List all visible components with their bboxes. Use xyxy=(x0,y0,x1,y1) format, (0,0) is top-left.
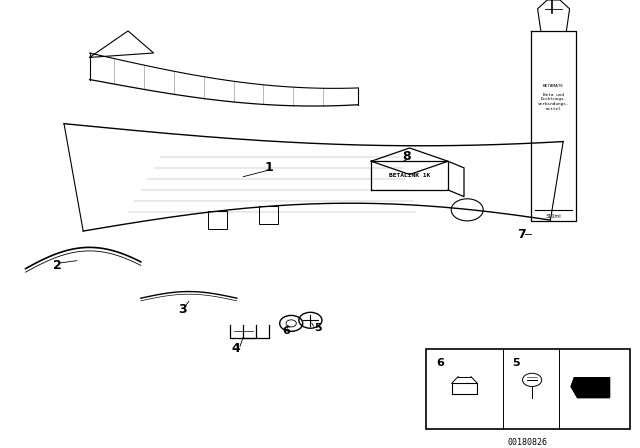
Text: 2: 2 xyxy=(53,258,62,271)
Text: 3: 3 xyxy=(178,303,187,316)
Text: 6: 6 xyxy=(436,358,444,368)
Text: 00180826: 00180826 xyxy=(508,438,548,447)
Bar xyxy=(426,349,630,428)
Text: 1: 1 xyxy=(264,161,273,174)
Bar xyxy=(259,206,278,224)
Polygon shape xyxy=(571,378,609,397)
Text: 310ml: 310ml xyxy=(546,214,561,219)
Text: 6: 6 xyxy=(282,326,290,336)
Text: 5: 5 xyxy=(512,358,520,368)
Text: BETALINK 1K: BETALINK 1K xyxy=(389,173,430,178)
Bar xyxy=(208,211,227,229)
Text: 7: 7 xyxy=(517,228,526,241)
Text: BETAMATE

Beta und
Dichtungs-
verbindungs-
mittel: BETAMATE Beta und Dichtungs- verbindungs… xyxy=(538,84,570,111)
Text: 8: 8 xyxy=(402,151,411,164)
Text: 4: 4 xyxy=(231,342,240,356)
Text: 5: 5 xyxy=(314,323,322,333)
